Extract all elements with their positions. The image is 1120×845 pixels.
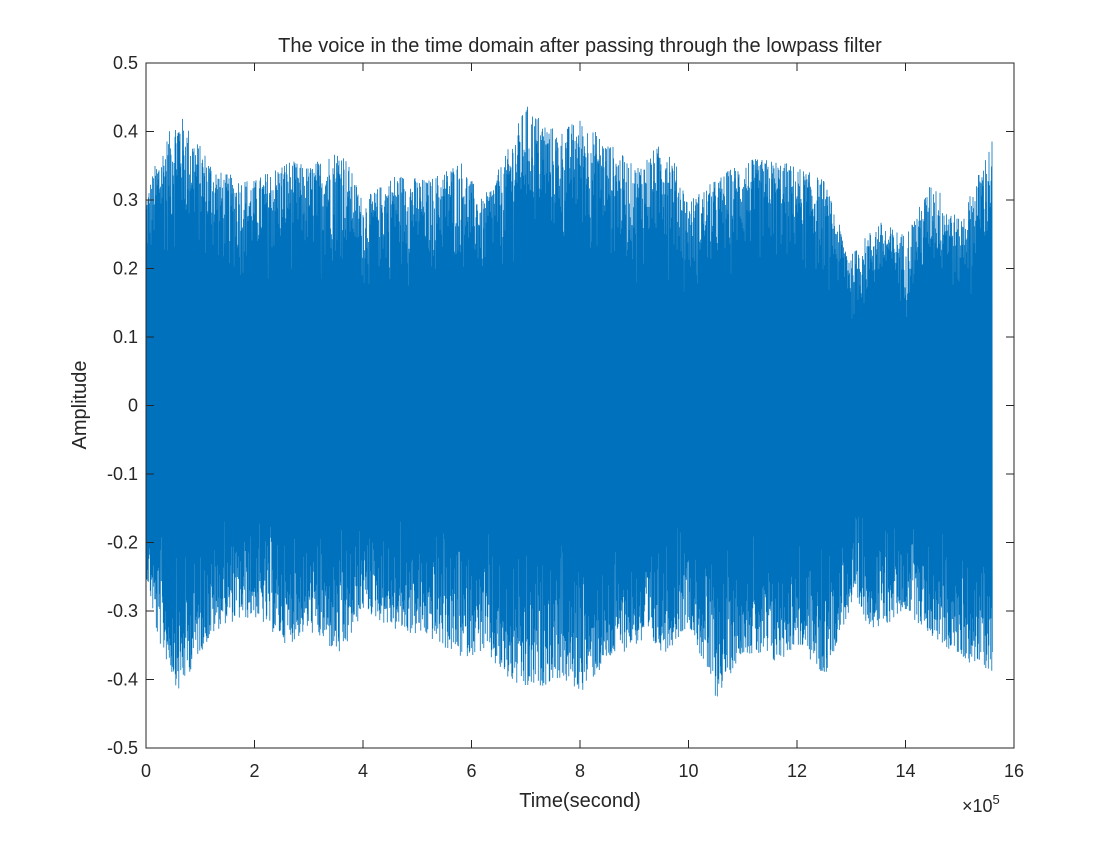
x-exponent-base: ×10 [962,796,993,816]
x-tick-label: 16 [1004,761,1024,781]
y-axis-label: Amplitude [69,361,91,450]
y-tick-label: -0.1 [107,464,138,484]
x-tick-label: 14 [895,761,915,781]
x-tick-label: 0 [141,761,151,781]
x-tick-label: 6 [466,761,476,781]
y-tick-label: -0.2 [107,533,138,553]
x-axis-label: Time(second) [519,790,641,812]
y-tick-label: 0.2 [113,259,138,279]
series-layer [145,106,993,697]
y-tick-label: 0.1 [113,327,138,347]
chart-title: The voice in the time domain after passi… [278,35,882,57]
x-exponent-power: 5 [993,792,1000,807]
y-tick-label: 0.3 [113,190,138,210]
y-tick-label: -0.3 [107,601,138,621]
x-tick-label: 10 [678,761,698,781]
x-tick-label: 2 [249,761,259,781]
x-tick-label: 4 [358,761,368,781]
signal-series-line [145,106,993,697]
y-tick-label: -0.5 [107,738,138,758]
x-tick-label: 12 [787,761,807,781]
x-tick-label: 8 [575,761,585,781]
y-tick-label: 0 [128,396,138,416]
y-tick-label: 0.4 [113,122,138,142]
y-tick-label: -0.4 [107,670,138,690]
x-tick-layer: 0 2 4 6 8 10 12 14 16 [141,63,1024,781]
y-tick-layer: -0.5 -0.4 -0.3 -0.2 -0.1 0 0.1 0.2 0.3 0.4 0.5 [107,53,1014,758]
x-exponent-label: ×105 [962,792,1000,816]
y-tick-label: 0.5 [113,53,138,73]
